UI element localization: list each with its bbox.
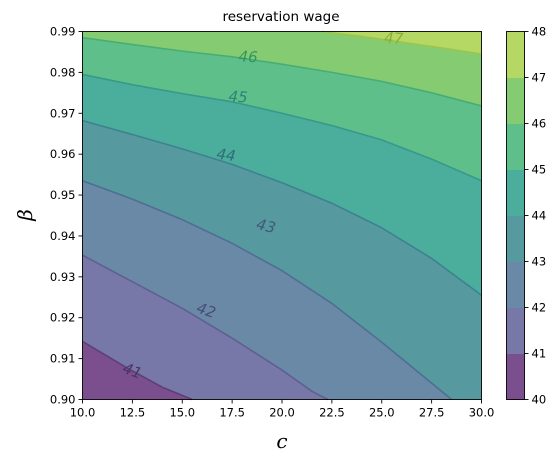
- y-tick-label: 0.98: [50, 65, 76, 79]
- colorbar-tick-label: 42: [532, 301, 547, 315]
- colorbar-tick-label: 41: [532, 347, 547, 361]
- contour-line-42: [82, 254, 329, 401]
- contour-label-46: 46: [238, 47, 258, 66]
- contour-labels: 41 42 43 44 45 46 47: [120, 29, 404, 383]
- y-tick-label: 0.94: [50, 229, 76, 243]
- y-tick-label: 0.90: [50, 393, 76, 407]
- y-axis: 0.90 0.91 0.92 0.93 0.94 0.95 0.96 0.97 0.98 0.99: [50, 25, 83, 407]
- band-46: [82, 31, 482, 106]
- contour-lines: [82, 30, 482, 401]
- y-tick-label: 0.96: [50, 147, 76, 161]
- band-47: [321, 31, 482, 54]
- contour-label-44: 44: [215, 145, 236, 165]
- y-tick-label: 0.91: [50, 352, 76, 366]
- colorbar-segment-41: [506, 307, 525, 354]
- contour-line-46: [82, 36, 482, 107]
- y-tick-label: 0.93: [50, 270, 76, 284]
- y-tick-label: 0.99: [50, 25, 76, 39]
- x-axis-label: c: [276, 429, 287, 453]
- contour-line-45: [82, 73, 482, 182]
- colorbar-tick-label: 43: [532, 255, 547, 269]
- x-tick-label: 20.0: [269, 406, 295, 420]
- y-tick-label: 0.92: [50, 311, 76, 325]
- contour-line-43: [82, 179, 453, 401]
- contour-label-43: 43: [255, 215, 278, 237]
- contour-line-47: [321, 30, 482, 55]
- colorbar-tick-label: 45: [532, 163, 547, 177]
- contour-label-41: 41: [120, 359, 144, 382]
- colorbar-tick-label: 47: [532, 71, 547, 85]
- colorbar-tick-label: 46: [532, 117, 547, 131]
- contour-label-47: 47: [384, 29, 404, 48]
- x-tick-label: 25.0: [369, 406, 395, 420]
- colorbar-segment-46: [506, 77, 525, 124]
- colorbar-segment-47: [506, 31, 525, 78]
- x-tick-label: 30.0: [469, 406, 495, 420]
- x-tick-label: 27.5: [419, 406, 445, 420]
- x-tick-label: 12.5: [120, 406, 146, 420]
- contour-label-42: 42: [194, 299, 218, 322]
- colorbar-segment-42: [506, 261, 525, 308]
- colorbar-tick-label: 44: [532, 209, 547, 223]
- chart-title: reservation wage: [222, 9, 339, 25]
- x-tick-label: 17.5: [219, 406, 245, 420]
- contour-line-44: [82, 119, 482, 296]
- y-tick-label: 0.95: [50, 188, 76, 202]
- x-tick-label: 22.5: [319, 406, 345, 420]
- y-tick-label: 0.97: [50, 106, 76, 120]
- colorbar: 40 41 42 43 44 45 46 47 48: [506, 25, 547, 407]
- x-tick-label: 10.0: [70, 406, 96, 420]
- contour-line-41: [82, 340, 193, 401]
- colorbar-segment-45: [506, 123, 525, 170]
- contour-label-45: 45: [228, 87, 248, 106]
- colorbar-segment-44: [506, 169, 525, 216]
- colorbar-tick-label: 48: [532, 25, 547, 39]
- colorbar-tick-label: 40: [532, 393, 547, 407]
- y-axis-label: β: [13, 209, 37, 222]
- x-axis: 10.0 12.5 15.0 17.5 20.0 22.5 25.0 27.5 30.0: [70, 399, 495, 420]
- colorbar-segment-40: [506, 353, 525, 400]
- colorbar-segment-43: [506, 215, 525, 262]
- x-tick-label: 15.0: [169, 406, 195, 420]
